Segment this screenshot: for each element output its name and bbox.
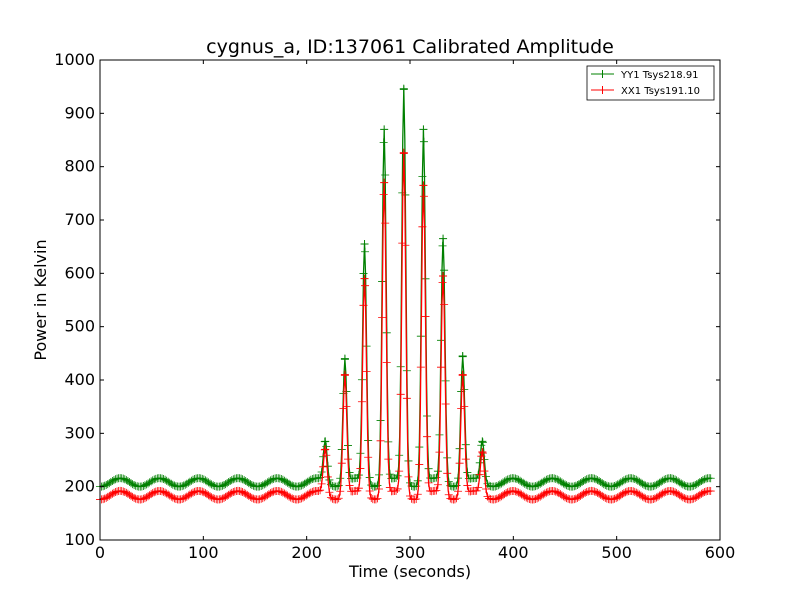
data-point	[399, 149, 408, 158]
y-axis-label: Power in Kelvin	[31, 239, 50, 360]
chart-title: cygnus_a, ID:137061 Calibrated Amplitude	[206, 36, 614, 58]
data-point	[458, 370, 467, 379]
data-point	[321, 445, 330, 454]
legend: YY1 Tsys218.91 XX1 Tsys191.10	[586, 65, 715, 101]
x-tick-label: 400	[498, 543, 529, 562]
y-tick-label: 600	[64, 263, 95, 282]
data-point	[360, 240, 369, 248]
data-point	[419, 125, 428, 134]
data-point	[380, 178, 389, 187]
data-point	[321, 437, 330, 446]
data-point	[439, 272, 448, 280]
data-point	[340, 354, 349, 363]
y-tick-label: 900	[64, 103, 95, 122]
y-tick-label: 400	[64, 370, 95, 389]
data-point	[340, 370, 349, 379]
y-tick-label: 800	[64, 157, 95, 176]
legend-box	[586, 65, 715, 101]
axes: 0 100 200 300 400 500 600100200300400500600700…	[54, 50, 735, 562]
data-point	[419, 181, 428, 190]
data-point	[439, 234, 448, 243]
x-tick-label: 200	[291, 543, 322, 562]
data-point	[380, 125, 389, 134]
x-tick-label: 600	[705, 543, 736, 562]
legend-marker-yy1	[598, 70, 607, 78]
data-point	[458, 352, 467, 360]
x-tick-label: 100	[188, 543, 219, 562]
legend-label-yy1: YY1 Tsys218.91	[620, 70, 699, 81]
y-tick-label: 500	[64, 317, 95, 336]
y-tick-label: 200	[64, 477, 95, 496]
data-point	[360, 274, 369, 283]
y-tick-label: 1000	[54, 50, 95, 69]
y-tick-label: 300	[64, 423, 95, 442]
data-point	[478, 448, 487, 456]
x-tick-label: 500	[601, 543, 632, 562]
y-tick-label: 700	[64, 210, 95, 229]
legend-marker-xx1	[598, 86, 607, 94]
x-tick-label: 0	[95, 543, 105, 562]
y-tick-label: 100	[64, 530, 95, 549]
data-point	[399, 85, 408, 94]
x-axis-label: Time (seconds)	[348, 562, 471, 581]
data-point	[478, 437, 487, 446]
legend-label-xx1: XX1 Tsys191.10	[621, 86, 700, 97]
x-tick-label: 300	[395, 543, 426, 562]
